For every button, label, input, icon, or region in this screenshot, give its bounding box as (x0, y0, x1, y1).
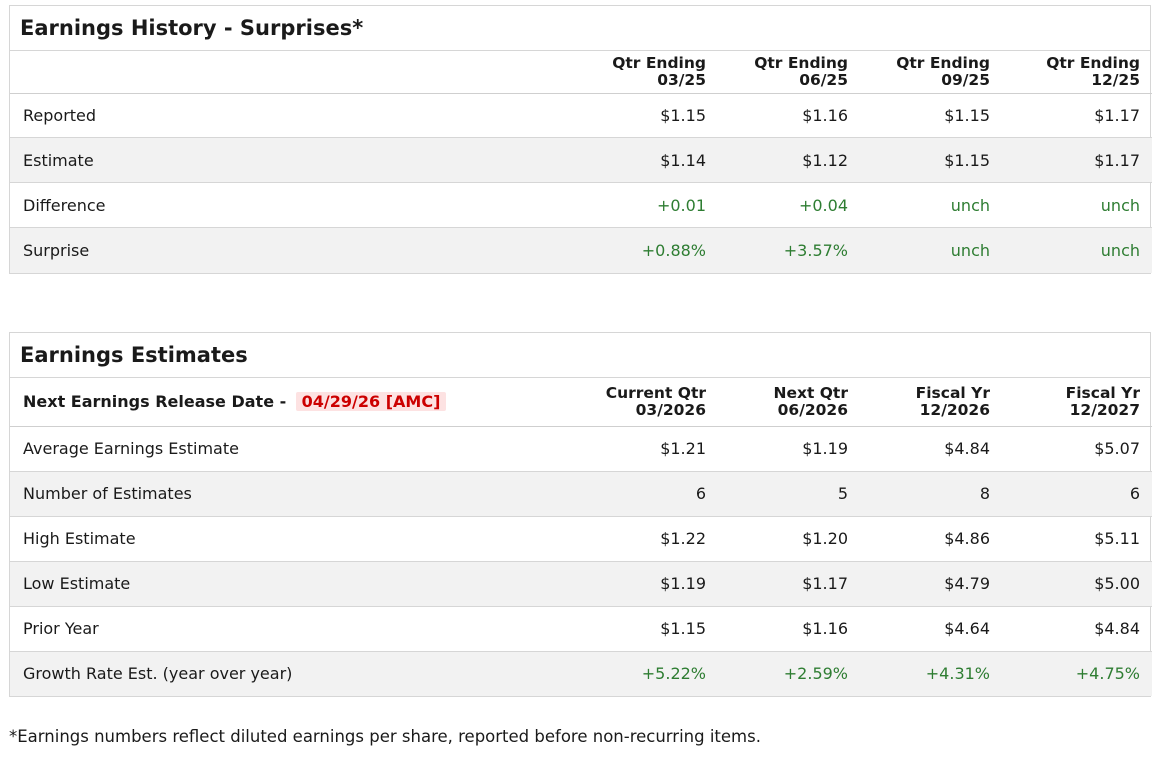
cell-value: +0.04 (718, 182, 860, 228)
row-label: Growth Rate Est. (year over year) (10, 651, 576, 696)
column-header: Qtr Ending 03/25 (576, 51, 718, 94)
earnings-estimates-table: Next Earnings Release Date - 04/29/26 [A… (10, 378, 1152, 696)
cell-value: $1.15 (860, 93, 1002, 138)
column-header: Next Qtr 06/2026 (718, 378, 860, 427)
row-label: Reported (10, 93, 576, 138)
cell-value: $1.12 (718, 137, 860, 183)
table-row-reported: Reported $1.15 $1.16 $1.15 $1.17 (10, 93, 1152, 138)
cell-value: unch (1002, 182, 1152, 228)
cell-value: $1.19 (576, 561, 718, 607)
cell-value: +5.22% (576, 651, 718, 696)
table-row-prior-year: Prior Year $1.15 $1.16 $4.64 $4.84 (10, 606, 1152, 652)
cell-value: 6 (576, 471, 718, 517)
cell-value: $1.19 (718, 426, 860, 472)
footnote: *Earnings numbers reflect diluted earnin… (9, 727, 761, 746)
cell-value: $4.84 (860, 426, 1002, 472)
cell-value: $1.16 (718, 606, 860, 652)
cell-value: $5.00 (1002, 561, 1152, 607)
column-header: Fiscal Yr 12/2026 (860, 378, 1002, 427)
table-row-difference: Difference +0.01 +0.04 unch unch (10, 182, 1152, 228)
cell-value: +2.59% (718, 651, 860, 696)
cell-value: $4.79 (860, 561, 1002, 607)
next-release-header: Next Earnings Release Date - 04/29/26 [A… (10, 378, 576, 427)
earnings-estimates-title: Earnings Estimates (10, 333, 1150, 378)
table-row-average-estimate: Average Earnings Estimate $1.21 $1.19 $4… (10, 426, 1152, 472)
cell-value: 5 (718, 471, 860, 517)
cell-value: $1.22 (576, 516, 718, 562)
table-row-high-estimate: High Estimate $1.22 $1.20 $4.86 $5.11 (10, 516, 1152, 562)
cell-value: unch (1002, 227, 1152, 273)
row-label: Prior Year (10, 606, 576, 652)
cell-value: $1.16 (718, 93, 860, 138)
cell-value: $5.11 (1002, 516, 1152, 562)
earnings-history-panel: Earnings History - Surprises* Qtr Ending… (9, 5, 1152, 274)
row-label: Surprise (10, 227, 576, 273)
earnings-estimates-panel: Earnings Estimates Next Earnings Release… (9, 332, 1152, 697)
cell-value: 8 (860, 471, 1002, 517)
cell-value: $1.21 (576, 426, 718, 472)
cell-value: $5.07 (1002, 426, 1152, 472)
cell-value: +3.57% (718, 227, 860, 273)
row-label: Number of Estimates (10, 471, 576, 517)
earnings-history-table: Qtr Ending 03/25 Qtr Ending 06/25 Qtr Endi… (10, 51, 1152, 273)
next-release-label: Next Earnings Release Date - (23, 392, 287, 412)
cell-value: +4.75% (1002, 651, 1152, 696)
table-header-row: Qtr Ending 03/25 Qtr Ending 06/25 Qtr Endi… (10, 51, 1152, 94)
cell-value: $4.86 (860, 516, 1002, 562)
row-label: Estimate (10, 137, 576, 183)
column-header: Fiscal Yr 12/2027 (1002, 378, 1152, 427)
cell-value: $4.84 (1002, 606, 1152, 652)
next-release-date-badge: 04/29/26 [AMC] (295, 392, 447, 412)
row-label: High Estimate (10, 516, 576, 562)
cell-value: $1.15 (576, 93, 718, 138)
cell-value: $1.20 (718, 516, 860, 562)
cell-value: $1.17 (718, 561, 860, 607)
table-row-estimate: Estimate $1.14 $1.12 $1.15 $1.17 (10, 137, 1152, 183)
row-label: Average Earnings Estimate (10, 426, 576, 472)
cell-value: unch (860, 182, 1002, 228)
column-header-label (10, 51, 576, 94)
cell-value: 6 (1002, 471, 1152, 517)
table-header-row: Next Earnings Release Date - 04/29/26 [A… (10, 378, 1152, 427)
cell-value: $1.14 (576, 137, 718, 183)
row-label: Low Estimate (10, 561, 576, 607)
column-header: Current Qtr 03/2026 (576, 378, 718, 427)
cell-value: $4.64 (860, 606, 1002, 652)
table-row-growth-rate: Growth Rate Est. (year over year) +5.22%… (10, 651, 1152, 696)
cell-value: $1.15 (860, 137, 1002, 183)
table-row-surprise: Surprise +0.88% +3.57% unch unch (10, 227, 1152, 273)
column-header: Qtr Ending 12/25 (1002, 51, 1152, 94)
cell-value: unch (860, 227, 1002, 273)
table-row-low-estimate: Low Estimate $1.19 $1.17 $4.79 $5.00 (10, 561, 1152, 607)
cell-value: +4.31% (860, 651, 1002, 696)
cell-value: +0.88% (576, 227, 718, 273)
column-header: Qtr Ending 09/25 (860, 51, 1002, 94)
earnings-history-title: Earnings History - Surprises* (10, 6, 1150, 51)
row-label: Difference (10, 182, 576, 228)
cell-value: $1.17 (1002, 137, 1152, 183)
cell-value: $1.15 (576, 606, 718, 652)
cell-value: +0.01 (576, 182, 718, 228)
cell-value: $1.17 (1002, 93, 1152, 138)
column-header: Qtr Ending 06/25 (718, 51, 860, 94)
table-row-number-of-estimates: Number of Estimates 6 5 8 6 (10, 471, 1152, 517)
